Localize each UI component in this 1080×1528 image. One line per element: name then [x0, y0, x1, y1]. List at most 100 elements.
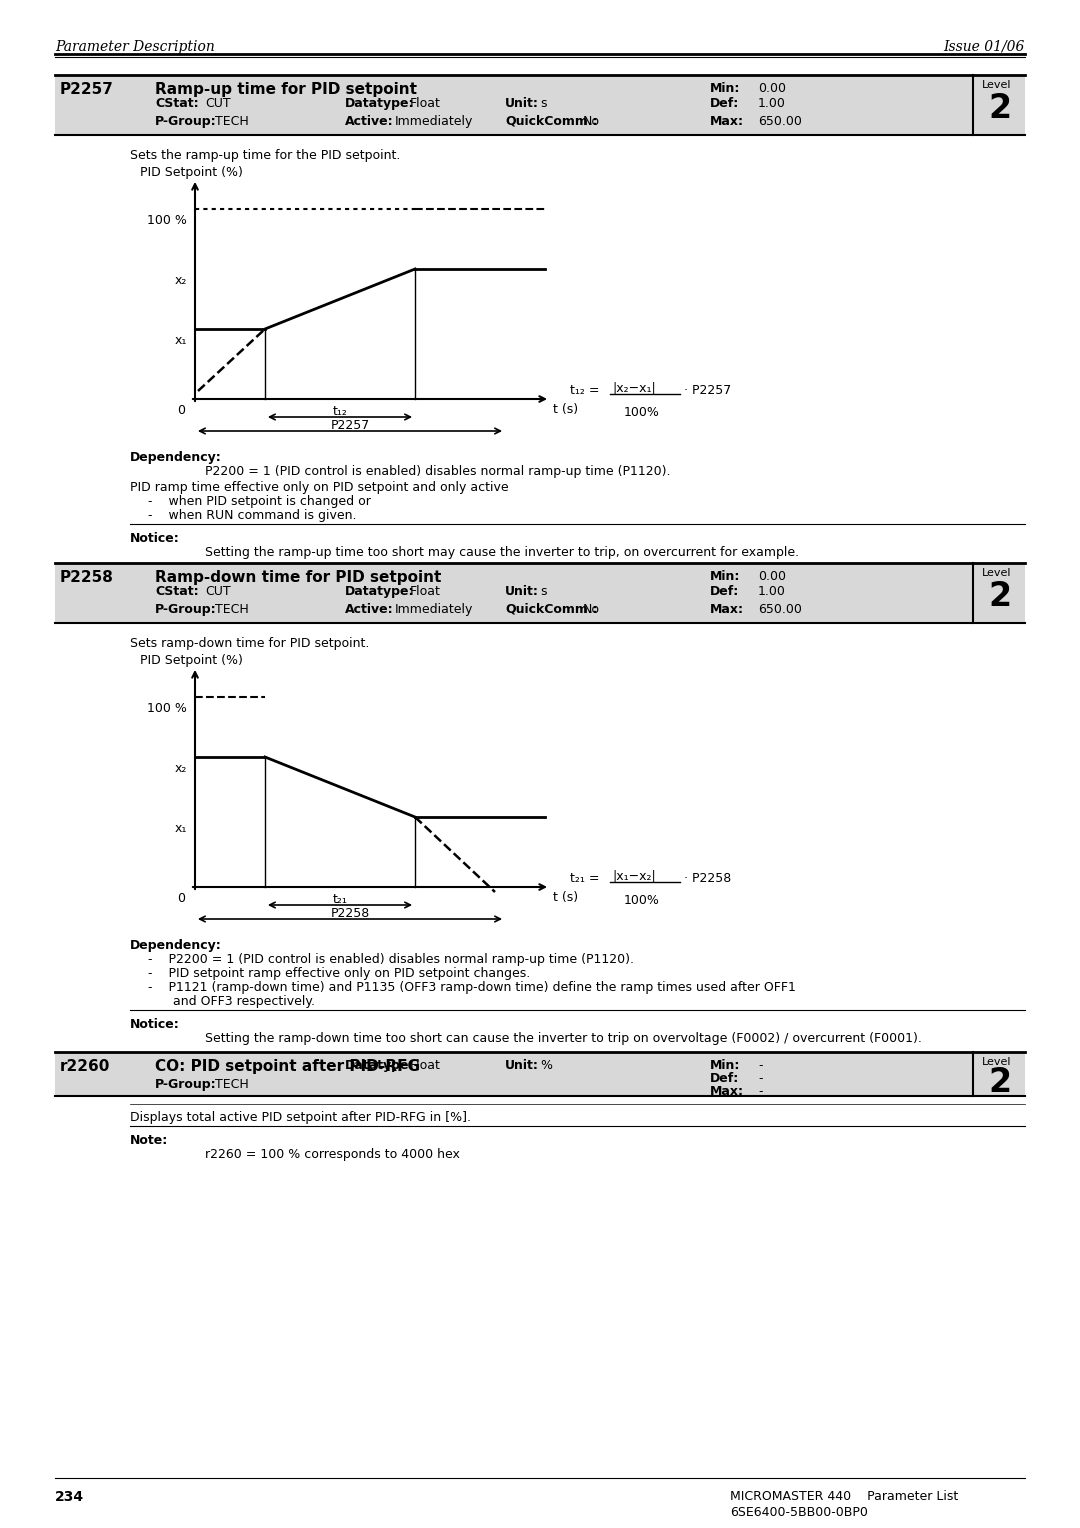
Text: QuickComm.:: QuickComm.: — [505, 604, 597, 616]
Text: 6SE6400-5BB00-0BP0: 6SE6400-5BB00-0BP0 — [730, 1507, 868, 1519]
Text: TECH: TECH — [215, 1077, 248, 1091]
Text: -    when RUN command is given.: - when RUN command is given. — [148, 509, 356, 523]
Text: -: - — [758, 1059, 762, 1073]
Text: -    P1121 (ramp-down time) and P1135 (OFF3 ramp-down time) define the ramp time: - P1121 (ramp-down time) and P1135 (OFF3… — [148, 981, 796, 995]
Text: CStat:: CStat: — [156, 96, 199, 110]
Text: P2257: P2257 — [330, 419, 369, 432]
Text: Def:: Def: — [710, 585, 739, 597]
Text: · P2257: · P2257 — [684, 384, 731, 397]
Text: Parameter Description: Parameter Description — [55, 40, 215, 53]
Text: Unit:: Unit: — [505, 96, 539, 110]
Text: Immediately: Immediately — [395, 604, 473, 616]
Text: P-Group:: P-Group: — [156, 604, 217, 616]
Text: Float: Float — [410, 96, 441, 110]
Text: 2: 2 — [988, 92, 1012, 125]
Text: CO: PID setpoint after PID-RFG: CO: PID setpoint after PID-RFG — [156, 1059, 420, 1074]
Text: r2260: r2260 — [60, 1059, 110, 1074]
Text: 650.00: 650.00 — [758, 604, 801, 616]
Text: Min:: Min: — [710, 83, 741, 95]
Text: Datatype:: Datatype: — [345, 585, 415, 597]
Text: Float: Float — [410, 1059, 441, 1073]
Text: 100%: 100% — [624, 406, 660, 419]
Text: Min:: Min: — [710, 1059, 741, 1073]
Text: t₁₂: t₁₂ — [333, 405, 348, 419]
Text: Sets the ramp-up time for the PID setpoint.: Sets the ramp-up time for the PID setpoi… — [130, 150, 401, 162]
Text: Setting the ramp-down time too short can cause the inverter to trip on overvolta: Setting the ramp-down time too short can… — [205, 1031, 922, 1045]
Text: P2257: P2257 — [60, 83, 113, 96]
Text: Level: Level — [982, 79, 1012, 90]
Text: |x₁−x₂|: |x₁−x₂| — [612, 869, 656, 883]
Text: Level: Level — [982, 568, 1012, 578]
Text: Setting the ramp-up time too short may cause the inverter to trip, on overcurren: Setting the ramp-up time too short may c… — [205, 545, 799, 559]
Text: t₁₂ =: t₁₂ = — [570, 384, 599, 397]
Text: No: No — [583, 115, 600, 128]
Text: Max:: Max: — [710, 604, 744, 616]
Text: Active:: Active: — [345, 604, 393, 616]
Text: Ramp-down time for PID setpoint: Ramp-down time for PID setpoint — [156, 570, 442, 585]
Text: Notice:: Notice: — [130, 1018, 179, 1031]
Text: 234: 234 — [55, 1490, 84, 1504]
Text: 0: 0 — [177, 403, 185, 417]
Text: and OFF3 respectively.: and OFF3 respectively. — [173, 995, 315, 1008]
Text: P-Group:: P-Group: — [156, 115, 217, 128]
Text: 1.00: 1.00 — [758, 585, 786, 597]
Text: s: s — [540, 585, 546, 597]
Text: CUT: CUT — [205, 585, 231, 597]
Text: 0.00: 0.00 — [758, 570, 786, 584]
Text: Min:: Min: — [710, 570, 741, 584]
Text: TECH: TECH — [215, 604, 248, 616]
Text: 100 %: 100 % — [147, 214, 187, 228]
Text: P2258: P2258 — [330, 908, 369, 920]
Text: PID ramp time effective only on PID setpoint and only active: PID ramp time effective only on PID setp… — [130, 481, 509, 494]
Text: Ramp-up time for PID setpoint: Ramp-up time for PID setpoint — [156, 83, 417, 96]
Bar — [55, 75, 1025, 134]
Text: MICROMASTER 440    Parameter List: MICROMASTER 440 Parameter List — [730, 1490, 958, 1504]
Bar — [55, 562, 1025, 623]
Text: Datatype:: Datatype: — [345, 1059, 415, 1073]
Text: P2200 = 1 (PID control is enabled) disables normal ramp-up time (P1120).: P2200 = 1 (PID control is enabled) disab… — [205, 465, 671, 478]
Text: No: No — [583, 604, 600, 616]
Text: t (s): t (s) — [553, 403, 578, 416]
Text: t (s): t (s) — [553, 891, 578, 905]
Text: -: - — [758, 1085, 762, 1099]
Text: t₂₁ =: t₂₁ = — [570, 872, 599, 885]
Text: x₂: x₂ — [175, 274, 187, 287]
Text: -    PID setpoint ramp effective only on PID setpoint changes.: - PID setpoint ramp effective only on PI… — [148, 967, 530, 979]
Text: r2260 = 100 % corresponds to 4000 hex: r2260 = 100 % corresponds to 4000 hex — [205, 1148, 460, 1161]
Text: Level: Level — [982, 1057, 1012, 1067]
Text: Immediately: Immediately — [395, 115, 473, 128]
Text: Float: Float — [410, 585, 441, 597]
Text: %: % — [540, 1059, 552, 1073]
Text: Datatype:: Datatype: — [345, 96, 415, 110]
Text: 0.00: 0.00 — [758, 83, 786, 95]
Text: QuickComm.:: QuickComm.: — [505, 115, 597, 128]
Text: Max:: Max: — [710, 115, 744, 128]
Text: 100 %: 100 % — [147, 701, 187, 715]
Text: 650.00: 650.00 — [758, 115, 801, 128]
Text: PID Setpoint (%): PID Setpoint (%) — [140, 167, 243, 179]
Text: Issue 01/06: Issue 01/06 — [944, 40, 1025, 53]
Text: |x₂−x₁|: |x₂−x₁| — [612, 382, 656, 396]
Text: Active:: Active: — [345, 115, 393, 128]
Text: Notice:: Notice: — [130, 532, 179, 545]
Text: Displays total active PID setpoint after PID-RFG in [%].: Displays total active PID setpoint after… — [130, 1111, 471, 1125]
Text: -    P2200 = 1 (PID control is enabled) disables normal ramp-up time (P1120).: - P2200 = 1 (PID control is enabled) dis… — [148, 953, 634, 966]
Text: t₂₁: t₂₁ — [333, 892, 348, 906]
Text: 1.00: 1.00 — [758, 96, 786, 110]
Text: Dependency:: Dependency: — [130, 940, 221, 952]
Text: x₁: x₁ — [175, 335, 187, 347]
Text: CUT: CUT — [205, 96, 231, 110]
Text: P-Group:: P-Group: — [156, 1077, 217, 1091]
Text: Unit:: Unit: — [505, 1059, 539, 1073]
Text: CStat:: CStat: — [156, 585, 199, 597]
Text: -    when PID setpoint is changed or: - when PID setpoint is changed or — [148, 495, 370, 507]
Text: Note:: Note: — [130, 1134, 168, 1148]
Text: Max:: Max: — [710, 1085, 744, 1099]
Text: PID Setpoint (%): PID Setpoint (%) — [140, 654, 243, 668]
Text: Unit:: Unit: — [505, 585, 539, 597]
Text: Sets ramp-down time for PID setpoint.: Sets ramp-down time for PID setpoint. — [130, 637, 369, 649]
Text: P2258: P2258 — [60, 570, 113, 585]
Text: · P2258: · P2258 — [684, 872, 731, 885]
Text: 0: 0 — [177, 892, 185, 905]
Bar — [55, 1051, 1025, 1096]
